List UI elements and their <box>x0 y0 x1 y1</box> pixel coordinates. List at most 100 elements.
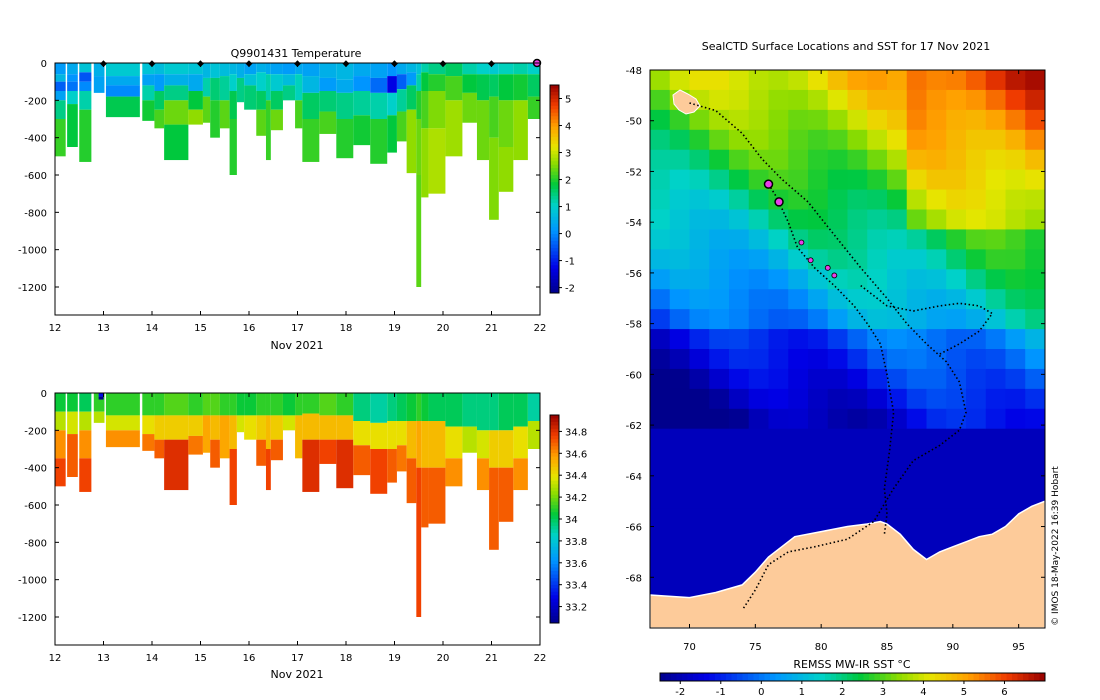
x-tick-label: 22 <box>534 323 547 334</box>
sst-cell <box>926 209 947 231</box>
sst-cell <box>946 169 967 191</box>
sst-cell <box>1005 488 1026 510</box>
y-tick-label: -200 <box>24 426 47 437</box>
sst-cell <box>669 149 691 171</box>
colorbar-step <box>550 432 559 437</box>
profile-site <box>774 197 784 207</box>
sst-cell <box>966 229 987 250</box>
colorbar-step <box>550 112 559 117</box>
y-tick-label: -600 <box>24 501 47 512</box>
sst-colorbar-step <box>902 673 908 681</box>
sst-cell <box>926 169 947 191</box>
sst-cell <box>1005 209 1026 231</box>
x-tick-label: 12 <box>49 653 62 664</box>
colorbar-step <box>550 428 559 433</box>
sst-cell <box>729 388 750 410</box>
colorbar-step <box>550 143 559 148</box>
profile-10-layer-0 <box>202 393 211 416</box>
sst-cell <box>650 169 671 191</box>
profile-14-layer-2 <box>244 85 257 110</box>
colorbar-step <box>550 522 559 527</box>
sst-cell <box>1005 428 1026 450</box>
profile-12-layer-0 <box>229 63 237 75</box>
profile-23-layer-2 <box>336 439 354 489</box>
sst-cell <box>669 289 691 310</box>
colorbar-step <box>550 463 559 468</box>
sst-cell <box>847 309 868 330</box>
profile-2-layer-4 <box>79 109 92 162</box>
profile-29-layer-1 <box>421 72 429 91</box>
sst-cell <box>887 249 908 270</box>
x-tick-label: 22 <box>534 653 547 664</box>
sst-cell <box>847 448 868 470</box>
colorbar-step <box>550 442 559 447</box>
sst-cell <box>887 189 908 211</box>
sst-field <box>650 70 1045 628</box>
profile-30-layer-3 <box>428 128 446 194</box>
sst-cell <box>650 388 671 410</box>
profile-20-layer-0 <box>302 63 320 77</box>
sst-cell <box>946 368 967 390</box>
kerguelen-island <box>672 89 701 115</box>
sst-cell <box>748 309 770 330</box>
sst-cell <box>1025 309 1045 330</box>
sst-colorbar-step <box>764 673 771 681</box>
colorbar-step <box>550 254 559 259</box>
sst-cell <box>1025 289 1045 310</box>
sst-cell <box>808 368 829 390</box>
sst-cell <box>1005 249 1026 270</box>
sst-cell <box>669 528 691 549</box>
sst-cell <box>827 448 849 470</box>
sst-cell <box>689 289 710 310</box>
sst-colorbar-step <box>693 673 699 681</box>
sst-cell <box>946 329 967 350</box>
colorbar-step <box>550 161 559 166</box>
profile-30-layer-1 <box>421 421 429 468</box>
profile-31-layer-0 <box>445 63 463 77</box>
sst-cell <box>650 189 671 211</box>
sst-cell <box>827 89 849 111</box>
sst-cell <box>808 169 829 191</box>
profile-17-layer-2 <box>265 449 271 491</box>
profile-9-layer-0 <box>202 63 211 78</box>
sst-cell <box>867 229 888 250</box>
sst-cell <box>926 70 947 91</box>
profile-33-layer-1 <box>462 426 477 453</box>
sst-cell <box>1025 209 1045 231</box>
sst-cell <box>966 129 987 151</box>
sst-cell <box>729 249 750 270</box>
sst-cell <box>966 89 987 111</box>
sst-cell <box>748 89 770 111</box>
sst-colorbar-step <box>742 673 749 681</box>
sst-cell <box>966 109 987 131</box>
sst-cell <box>729 309 750 330</box>
profile-16-layer-2 <box>265 100 271 161</box>
sst-colorbar-step <box>792 673 798 681</box>
sst-cell <box>748 229 770 250</box>
sst-colorbar-step <box>984 673 991 681</box>
colorbar-tick-label: 34 <box>565 515 578 526</box>
sst-cell <box>669 269 691 290</box>
profile-4-layer-3 <box>105 96 140 118</box>
lat-tick-label: -50 <box>626 117 642 128</box>
profile-7-layer-3 <box>164 100 189 125</box>
sst-cell <box>926 149 947 171</box>
sst-colorbar-step <box>891 673 897 681</box>
profile-18-layer-0 <box>270 393 283 416</box>
colorbar-step <box>550 421 559 426</box>
profile-14-layer-1 <box>236 415 245 433</box>
profile-21-layer-3 <box>319 111 337 134</box>
sst-cell <box>1005 388 1026 410</box>
sst-cell <box>867 428 888 450</box>
sst-cell <box>867 89 888 111</box>
sst-cell <box>729 468 750 490</box>
profile-29-layer-1 <box>416 421 422 468</box>
sst-cell <box>650 70 671 91</box>
sst-cell <box>926 89 947 111</box>
profile-28-layer-2 <box>406 458 417 504</box>
sst-cell <box>669 209 691 231</box>
sst-cell <box>808 229 829 250</box>
sst-cell <box>729 368 750 390</box>
sst-cell <box>650 468 671 490</box>
y-tick-label: -600 <box>24 171 47 182</box>
